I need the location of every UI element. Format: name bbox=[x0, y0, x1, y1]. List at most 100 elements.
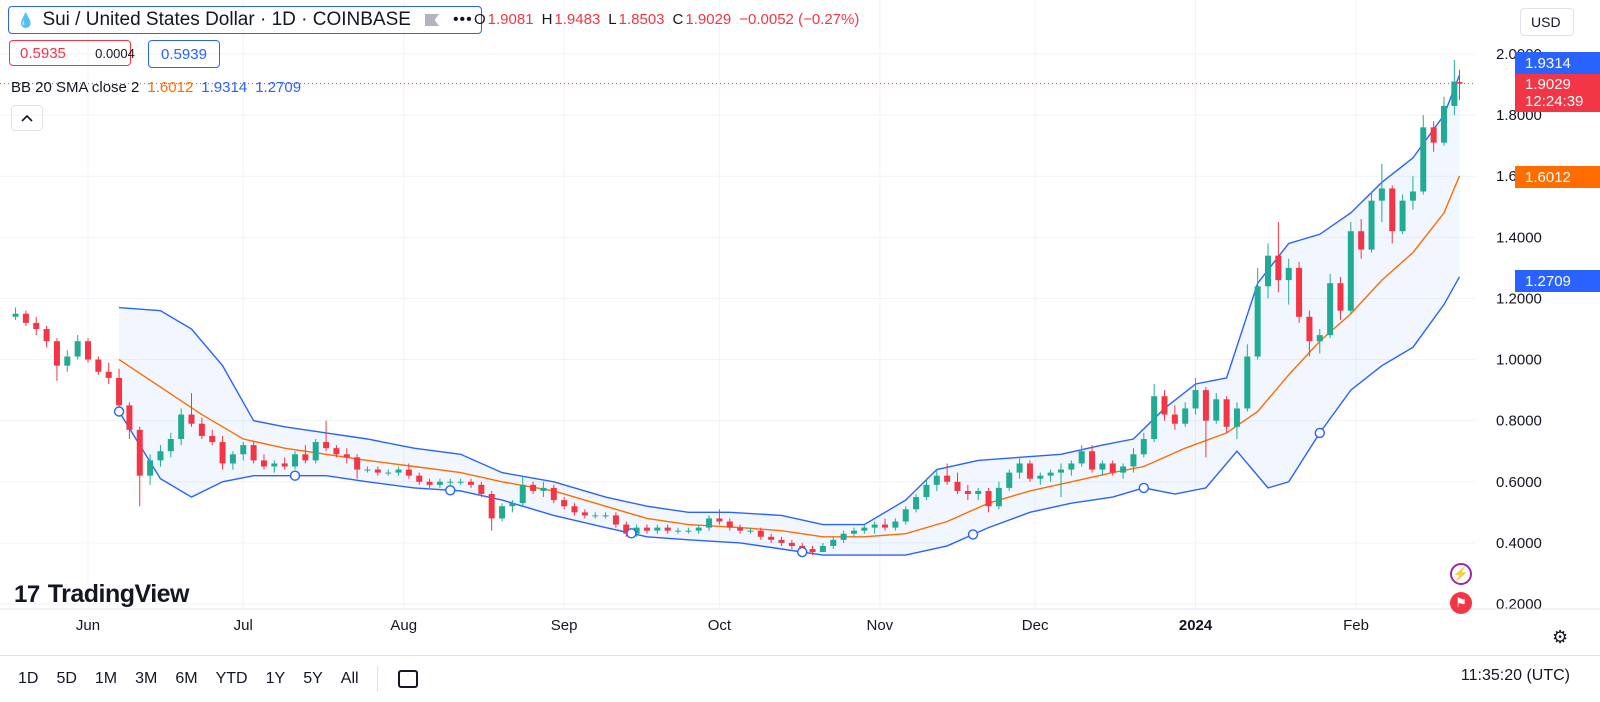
candle-body bbox=[1026, 463, 1033, 479]
candle-body bbox=[178, 414, 185, 439]
bb-lower-value: 1.2709 bbox=[255, 79, 302, 96]
candle-body bbox=[623, 524, 630, 534]
x-tick-label: Oct bbox=[708, 617, 732, 634]
candle-body bbox=[675, 530, 682, 532]
open-label: O bbox=[474, 11, 486, 28]
candle-body bbox=[1327, 283, 1334, 336]
candle-body bbox=[1078, 451, 1085, 464]
candle-body bbox=[416, 475, 423, 482]
candle-body bbox=[933, 475, 940, 485]
candle-body bbox=[1456, 82, 1463, 84]
candle-body bbox=[95, 359, 102, 372]
candle-body bbox=[530, 484, 537, 491]
candle-body bbox=[1151, 396, 1158, 439]
candle-body bbox=[550, 487, 557, 501]
candle-body bbox=[1130, 454, 1137, 467]
bollinger-basis-line bbox=[118, 175, 1461, 538]
candle-body bbox=[509, 503, 516, 507]
candle-body bbox=[850, 530, 857, 534]
basis-tag-value: 1.6012 bbox=[1525, 168, 1571, 186]
lightning-icon[interactable]: ⚡ bbox=[1450, 563, 1472, 585]
candle-body bbox=[1057, 469, 1064, 473]
symbol-title: Sui / United States Dollar · 1D · COINBA… bbox=[42, 9, 411, 30]
currency-selector[interactable]: USD bbox=[1520, 8, 1574, 36]
candle-body bbox=[1223, 399, 1230, 427]
bollinger-legend[interactable]: BB 20 SMA close 2 1.6012 1.9314 1.2709 bbox=[11, 79, 309, 96]
candle-body bbox=[1016, 463, 1023, 473]
candle-body bbox=[33, 322, 40, 329]
candle-body bbox=[633, 527, 640, 534]
candle-body bbox=[1378, 188, 1385, 201]
y-tick-label: 0.8000 bbox=[1496, 413, 1542, 430]
candle-body bbox=[1244, 356, 1251, 409]
range-6m[interactable]: 6M bbox=[175, 670, 198, 687]
flag-icon[interactable] bbox=[424, 14, 439, 26]
candle-body bbox=[250, 445, 257, 461]
range-all[interactable]: All bbox=[340, 670, 359, 687]
candle-body bbox=[695, 527, 702, 531]
go-to-date-calendar-icon[interactable] bbox=[397, 670, 418, 688]
symbol-selector[interactable]: 💧 Sui / United States Dollar · 1D · COIN… bbox=[8, 6, 482, 34]
axis-settings-icon[interactable]: ⚙ bbox=[1552, 627, 1569, 647]
buy-button[interactable]: 0.5939 bbox=[148, 40, 220, 68]
candle-body bbox=[198, 423, 205, 436]
basis-tag: 1.6012 bbox=[1515, 166, 1600, 188]
candle-body bbox=[985, 490, 992, 507]
range-5d[interactable]: 5D bbox=[56, 670, 77, 687]
candle-body bbox=[405, 469, 412, 476]
candle-body bbox=[726, 521, 733, 528]
range-5y[interactable]: 5Y bbox=[303, 670, 323, 687]
toolbar-divider bbox=[376, 666, 378, 692]
candle-body bbox=[612, 515, 619, 525]
candle-body bbox=[809, 549, 816, 553]
candle-body bbox=[116, 377, 123, 406]
candle-body bbox=[1047, 472, 1054, 476]
event-marker bbox=[967, 529, 979, 540]
collapse-legend-button[interactable] bbox=[11, 105, 43, 131]
lower-band-tag-value: 1.2709 bbox=[1525, 272, 1571, 290]
event-marker bbox=[1138, 482, 1150, 494]
range-1m[interactable]: 1M bbox=[94, 670, 118, 687]
candle-body bbox=[788, 542, 795, 546]
bollinger-lower-line bbox=[118, 276, 1461, 556]
candle-body bbox=[219, 442, 226, 464]
buy-price: 0.5939 bbox=[161, 45, 207, 63]
sell-button[interactable]: 0.5935 bbox=[9, 40, 131, 66]
candle-body bbox=[436, 481, 443, 485]
more-options-icon[interactable]: ••• bbox=[452, 11, 473, 28]
candle-body bbox=[12, 313, 19, 317]
tradingview-logo[interactable]: 17 TradingView bbox=[14, 580, 190, 609]
upper-band-tag: 1.9314 bbox=[1515, 52, 1600, 74]
candle-body bbox=[1275, 255, 1282, 281]
candle-body bbox=[157, 451, 164, 461]
us-flag-event-icon[interactable]: ⚑ bbox=[1450, 592, 1472, 614]
price-chart[interactable]: 0.2000 0.4000 0.6000 0.8000 1.0000 1.2000 1.40… bbox=[0, 0, 1600, 655]
range-ytd[interactable]: YTD bbox=[215, 670, 248, 687]
candle-body bbox=[944, 475, 951, 482]
candle-body bbox=[1140, 439, 1147, 455]
candle-body bbox=[1285, 267, 1292, 281]
range-1d[interactable]: 1D bbox=[18, 670, 39, 687]
candle-body bbox=[467, 481, 474, 485]
candle-body bbox=[1420, 127, 1427, 192]
candle-body bbox=[209, 435, 216, 443]
candle-body bbox=[1037, 475, 1044, 479]
last-price-tag-value: 1.9029 bbox=[1525, 76, 1571, 93]
range-1y[interactable]: 1Y bbox=[265, 670, 286, 687]
candle-body bbox=[136, 429, 143, 476]
candle-body bbox=[1202, 390, 1209, 421]
candle-body bbox=[643, 527, 650, 531]
event-marker bbox=[626, 528, 637, 539]
candle-body bbox=[1368, 200, 1375, 250]
candle-body bbox=[64, 356, 71, 366]
range-3m[interactable]: 3M bbox=[135, 670, 158, 687]
candle-body bbox=[385, 472, 392, 474]
candle-body bbox=[964, 490, 971, 494]
event-marker bbox=[797, 546, 808, 558]
candle-body bbox=[1399, 200, 1406, 232]
utc-clock[interactable]: 11:35:20 (UTC) bbox=[1460, 667, 1570, 684]
candle-body bbox=[716, 518, 723, 522]
candle-body bbox=[913, 497, 920, 510]
candle-body bbox=[271, 463, 278, 467]
candle-body bbox=[85, 341, 91, 360]
